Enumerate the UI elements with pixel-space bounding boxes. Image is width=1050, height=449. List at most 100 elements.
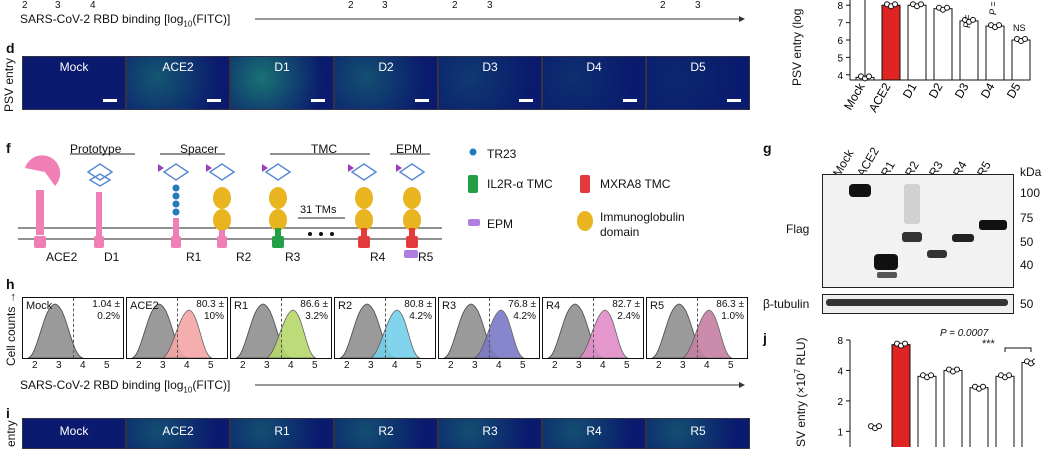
r3-construct — [262, 163, 292, 248]
y-tick-label: 4 — [837, 366, 843, 377]
histogram-r2: R2 80.8 ±4.2% — [334, 297, 436, 359]
micrograph-mock: Mock — [22, 56, 126, 110]
data-point — [866, 73, 872, 80]
histogram-curves — [235, 303, 317, 358]
sample-peak — [265, 309, 317, 358]
micrograph-d3: D3 — [438, 56, 542, 110]
panel-letter-f: f — [6, 140, 11, 156]
histogram-curves — [547, 303, 629, 358]
construct-label-r5: R5 — [418, 250, 434, 264]
tick: 4 — [496, 360, 502, 371]
y-tick-label: 8 — [837, 336, 843, 347]
histogram-curves — [443, 303, 525, 358]
micrograph-r4: R4 — [542, 418, 646, 449]
histogram-curves — [339, 303, 421, 358]
marker-40: 40 — [1020, 258, 1034, 272]
panel-letter-h: h — [6, 276, 15, 292]
histogram-r1: R1 86.6 ±3.2% — [230, 297, 332, 359]
group-spacer: Spacer — [180, 142, 219, 156]
legend-epm: EPM — [487, 217, 514, 231]
y-tick-label: 4 — [837, 71, 843, 82]
construct-label-d1: D1 — [104, 250, 120, 264]
tick: 2 — [344, 360, 350, 371]
panel-letter-i: i — [6, 405, 10, 421]
x-tick-label: D5 — [1004, 80, 1024, 101]
legend-ig: Immunoglobulin domain — [600, 210, 685, 239]
data-point — [1022, 36, 1028, 42]
tick: 5 — [416, 360, 422, 371]
histogram-label: R3 — [442, 300, 457, 312]
micrograph-r1: R1 — [230, 418, 334, 449]
micrograph-r5: R5 — [646, 418, 750, 449]
panel-h-xlabel: SARS-CoV-2 RBD binding [log10(FITC)] — [20, 378, 231, 395]
sample-peak — [681, 309, 733, 358]
construct-label-r4: R4 — [370, 250, 386, 264]
tick: 4 — [80, 360, 86, 371]
sample-peak — [369, 309, 421, 358]
scale-bar — [103, 99, 117, 102]
marker-100: 100 — [1020, 186, 1041, 200]
panel-d-ylabel: PSV entry — [2, 57, 16, 112]
construct-diagram — [18, 153, 442, 258]
y-tick-label: 6 — [837, 36, 843, 47]
scale-bar — [415, 99, 429, 102]
tr23-icon — [469, 148, 477, 156]
micrograph-label: D4 — [586, 60, 602, 74]
histogram-r3: R3 76.8 ±4.2% — [438, 297, 540, 359]
bar-ace2 — [881, 4, 901, 81]
d1-construct — [86, 163, 114, 248]
micrograph-d1: D1 — [230, 56, 334, 110]
legend-icons — [468, 148, 590, 226]
group-prototype: Prototype — [70, 142, 122, 156]
tick: 2 — [660, 0, 666, 11]
epm-icon — [468, 219, 480, 226]
tick: 5 — [728, 360, 734, 371]
chart-j: 8 4 2 1 — [837, 336, 1035, 447]
micrograph-label: R3 — [482, 424, 498, 438]
legend-tr23: TR23 — [487, 147, 517, 161]
scale-bar — [519, 99, 533, 102]
histogram-label: R2 — [338, 300, 353, 312]
panel-h-arrow — [255, 382, 745, 388]
r4-construct — [348, 163, 378, 248]
marker-50: 50 — [1020, 235, 1034, 249]
x-tick-label: D4 — [978, 80, 998, 101]
tick: 2 — [452, 0, 458, 11]
tick: 2 — [448, 360, 454, 371]
x-tick-label: D2 — [926, 80, 946, 101]
x-tick-label: D3 — [952, 80, 972, 101]
micrograph-label: R1 — [274, 424, 290, 438]
micrograph-label: D5 — [690, 60, 706, 74]
histogram-percent: 86.6 ±3.2% — [300, 299, 328, 322]
tick: 2 — [552, 360, 558, 371]
tick: 3 — [160, 360, 166, 371]
scale-bar — [207, 99, 221, 102]
y-tick-label: 2 — [837, 397, 843, 408]
data-point — [1006, 372, 1012, 379]
tubulin-label: β-tubulin — [763, 297, 810, 311]
control-peak — [27, 303, 84, 358]
panel-i-ylabel: entry — [4, 420, 18, 447]
bar-r1 — [917, 375, 937, 447]
sample-peak — [473, 309, 525, 358]
micrograph-label: ACE2 — [162, 424, 194, 438]
histogram-percent: 76.8 ±4.2% — [508, 299, 536, 322]
data-point — [918, 1, 924, 8]
histogram-percent: 86.3 ±1.0% — [716, 299, 744, 322]
flag-label: Flag — [786, 222, 810, 236]
histogram-label: ACE2 — [130, 300, 159, 312]
bar-r3 — [969, 387, 989, 447]
micrograph-label: D3 — [482, 60, 498, 74]
tubulin-band — [826, 299, 1008, 306]
tick: 3 — [56, 360, 62, 371]
histogram-curves — [27, 303, 84, 358]
tick: 4 — [90, 0, 96, 11]
panel-h-ylabel: Cell counts → — [4, 291, 18, 366]
micrograph-label: R2 — [378, 424, 394, 438]
legend-mxra8: MXRA8 TMC — [600, 177, 671, 191]
micrograph-label: ACE2 — [162, 60, 194, 74]
scale-bar — [623, 99, 637, 102]
data-point — [892, 1, 898, 8]
histogram-mock: Mock 1.04 ±0.2% — [22, 297, 124, 359]
